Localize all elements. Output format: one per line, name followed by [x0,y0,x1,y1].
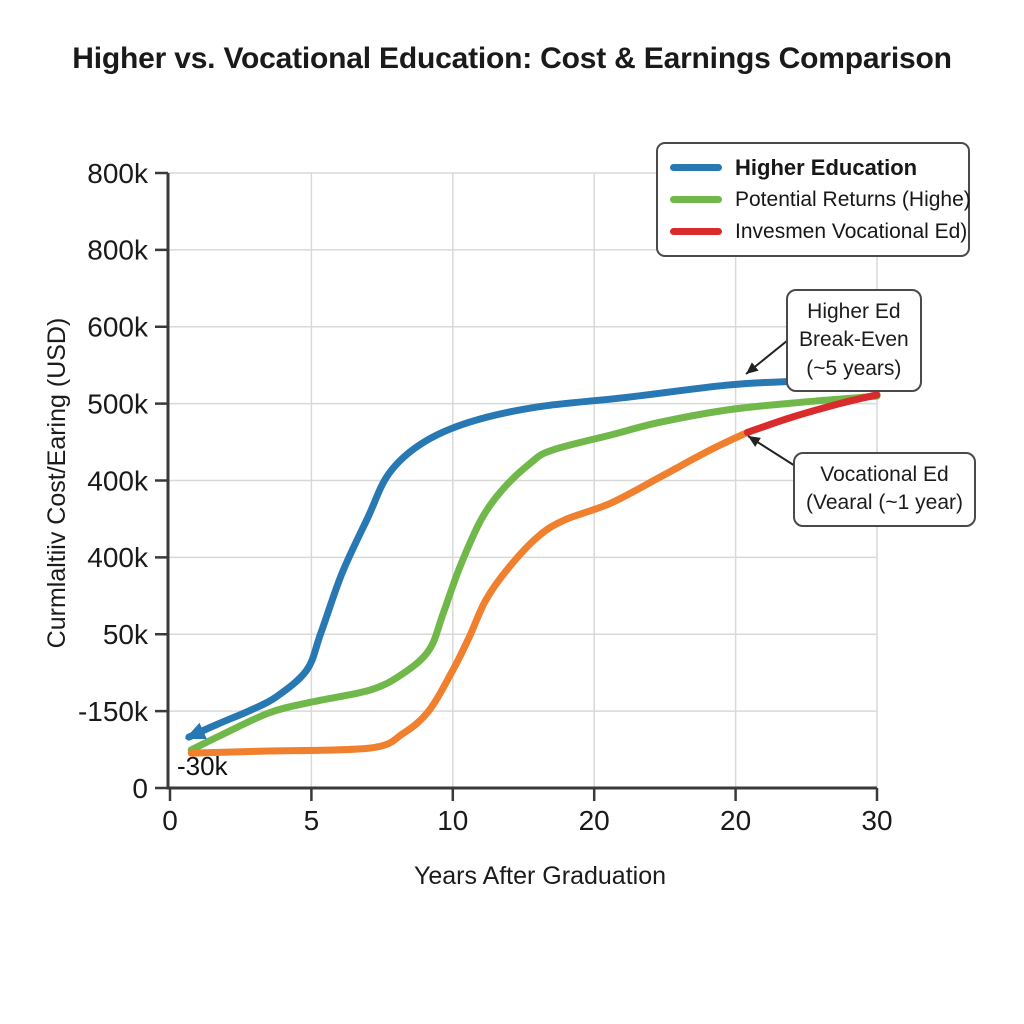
legend: Higher Education Potential Returns (High… [656,142,971,257]
annotation-arrow-break-even-head [746,362,759,374]
legend-swatch-higher-education [670,164,722,171]
legend-label-vocational: Invesmen Vocational Ed) [735,219,968,243]
y-tick-label: 600k [87,312,149,343]
series-line-3 [743,391,881,436]
y-tick-label: 500k [87,388,149,419]
y-tick-label: 400k [87,542,149,573]
legend-swatch-vocational [670,228,722,235]
series-line-2 [187,428,751,757]
y-tick-label: 50k [103,619,149,650]
x-tick-label: 0 [162,805,178,836]
x-tick-label: 5 [304,805,320,836]
legend-label-higher-education: Higher Education [735,154,918,180]
legend-item: Higher Education [670,153,956,182]
legend-swatch-potential-returns [670,196,722,203]
x-tick-label: 20 [720,805,751,836]
y-tick-label: 400k [87,465,149,496]
annotation-vocational: Vocational Ed (Vearal (~1 year) [793,452,976,527]
x-tick-label: 10 [437,805,468,836]
y-tick-label: 0 [132,773,148,804]
x-axis-label: Years After Graduation [413,862,666,890]
x-tick-label: 30 [861,805,892,836]
annotation-arrow-vocational-head [748,436,761,447]
page-title: Higher vs. Vocational Education: Cost & … [72,42,952,75]
legend-item: Potential Returns (Highe) [670,185,971,214]
series-line-0 [185,376,874,741]
blue-start-arrowhead [184,722,207,740]
y-tick-label: -150k [78,696,149,727]
start-value-label: -30k [177,751,228,781]
series-line-1 [187,392,881,754]
legend-item: Invesmen Vocational Ed) [670,217,967,246]
legend-label-potential-returns: Potential Returns (Highe) [735,187,971,211]
x-tick-label: 20 [579,805,610,836]
annotation-break-even: Higher Ed Break-Even (~5 years) [786,289,922,393]
y-tick-label: 800k [87,158,149,189]
y-tick-label: 800k [87,235,149,266]
